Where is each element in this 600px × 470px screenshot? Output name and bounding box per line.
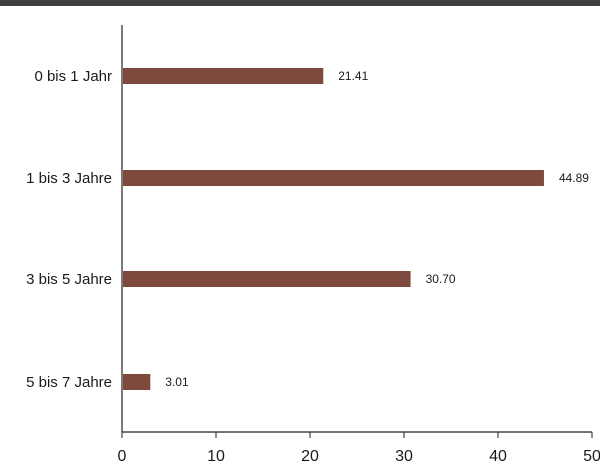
x-tick-label: 40 — [489, 448, 507, 465]
category-label: 5 bis 7 Jahre — [26, 374, 112, 391]
data-label: 30.70 — [426, 272, 456, 286]
bar — [123, 271, 411, 287]
bar — [123, 374, 151, 390]
data-label: 21.41 — [338, 69, 368, 83]
top-border — [0, 0, 600, 6]
x-ticks-group: 0 10 20 30 40 50 — [118, 432, 600, 465]
bars-group: 0 bis 1 Jahr 21.41 1 bis 3 Jahre 44.89 3 bis… — [26, 68, 589, 391]
category-label: 0 bis 1 Jahr — [34, 68, 112, 85]
category-label: 1 bis 3 Jahre — [26, 170, 112, 187]
x-tick-label: 20 — [301, 448, 319, 465]
bar — [123, 170, 544, 186]
x-tick-label: 50 — [583, 448, 600, 465]
x-tick-label: 30 — [395, 448, 413, 465]
data-label: 3.01 — [165, 375, 189, 389]
bar — [123, 68, 324, 84]
x-tick-label: 10 — [207, 448, 225, 465]
x-tick-label: 0 — [118, 448, 127, 465]
data-label: 44.89 — [559, 171, 589, 185]
category-label: 3 bis 5 Jahre — [26, 271, 112, 288]
